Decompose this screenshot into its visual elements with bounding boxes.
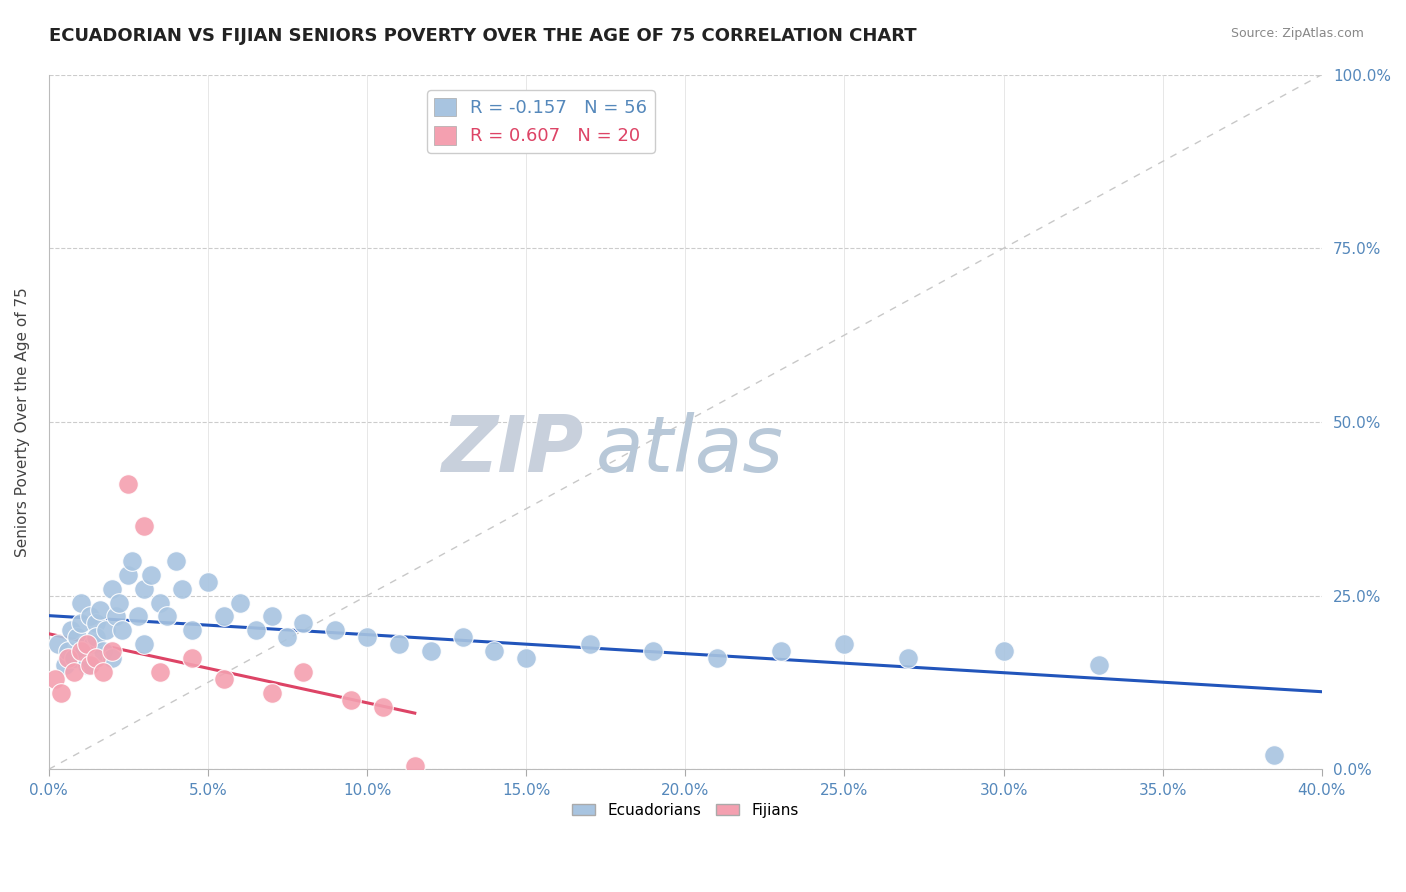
Point bbox=[484, 644, 506, 658]
Point bbox=[46, 637, 69, 651]
Point bbox=[212, 672, 235, 686]
Point bbox=[111, 624, 134, 638]
Point bbox=[834, 637, 856, 651]
Text: atlas: atlas bbox=[596, 412, 785, 488]
Point bbox=[292, 616, 315, 631]
Point bbox=[181, 651, 204, 665]
Point bbox=[706, 651, 728, 665]
Point bbox=[101, 644, 124, 658]
Point bbox=[993, 644, 1015, 658]
Text: Source: ZipAtlas.com: Source: ZipAtlas.com bbox=[1230, 27, 1364, 40]
Point bbox=[117, 567, 139, 582]
Text: ZIP: ZIP bbox=[441, 412, 583, 488]
Point bbox=[91, 665, 114, 679]
Point bbox=[769, 644, 792, 658]
Point bbox=[44, 672, 66, 686]
Point bbox=[63, 651, 86, 665]
Point bbox=[228, 596, 250, 610]
Point bbox=[127, 609, 149, 624]
Point bbox=[1088, 658, 1111, 673]
Point bbox=[245, 624, 267, 638]
Legend: Ecuadorians, Fijians: Ecuadorians, Fijians bbox=[565, 797, 804, 824]
Point bbox=[53, 658, 76, 673]
Point bbox=[69, 616, 91, 631]
Point bbox=[579, 637, 602, 651]
Point bbox=[86, 616, 108, 631]
Point bbox=[356, 630, 378, 644]
Point bbox=[139, 567, 162, 582]
Point bbox=[149, 665, 172, 679]
Point bbox=[86, 651, 108, 665]
Point bbox=[89, 602, 111, 616]
Point bbox=[172, 582, 194, 596]
Text: ECUADORIAN VS FIJIAN SENIORS POVERTY OVER THE AGE OF 75 CORRELATION CHART: ECUADORIAN VS FIJIAN SENIORS POVERTY OVE… bbox=[49, 27, 917, 45]
Y-axis label: Seniors Poverty Over the Age of 75: Seniors Poverty Over the Age of 75 bbox=[15, 287, 30, 557]
Point bbox=[134, 519, 156, 533]
Point bbox=[60, 624, 83, 638]
Point bbox=[388, 637, 411, 651]
Point bbox=[134, 582, 156, 596]
Point bbox=[69, 644, 91, 658]
Point bbox=[149, 596, 172, 610]
Point bbox=[897, 651, 920, 665]
Point bbox=[79, 609, 101, 624]
Point bbox=[260, 609, 283, 624]
Point bbox=[76, 637, 98, 651]
Point bbox=[51, 686, 73, 700]
Point bbox=[404, 759, 426, 773]
Point bbox=[155, 609, 177, 624]
Point bbox=[86, 630, 108, 644]
Point bbox=[419, 644, 441, 658]
Point bbox=[165, 554, 187, 568]
Point bbox=[276, 630, 298, 644]
Point bbox=[323, 624, 346, 638]
Point bbox=[73, 644, 96, 658]
Point bbox=[121, 554, 143, 568]
Point bbox=[91, 644, 114, 658]
Point bbox=[79, 658, 101, 673]
Point bbox=[76, 658, 98, 673]
Point bbox=[134, 637, 156, 651]
Point bbox=[451, 630, 474, 644]
Point bbox=[117, 477, 139, 491]
Point bbox=[94, 624, 117, 638]
Point bbox=[181, 624, 204, 638]
Point bbox=[340, 693, 363, 707]
Point bbox=[292, 665, 315, 679]
Point bbox=[643, 644, 665, 658]
Point bbox=[101, 651, 124, 665]
Point bbox=[101, 582, 124, 596]
Point bbox=[260, 686, 283, 700]
Point bbox=[1263, 748, 1285, 763]
Point bbox=[63, 665, 86, 679]
Point bbox=[212, 609, 235, 624]
Point bbox=[66, 630, 89, 644]
Point bbox=[56, 651, 79, 665]
Point bbox=[371, 699, 394, 714]
Point bbox=[69, 596, 91, 610]
Point bbox=[104, 609, 127, 624]
Point bbox=[82, 637, 104, 651]
Point bbox=[515, 651, 537, 665]
Point bbox=[107, 596, 129, 610]
Point bbox=[197, 574, 219, 589]
Point bbox=[56, 644, 79, 658]
